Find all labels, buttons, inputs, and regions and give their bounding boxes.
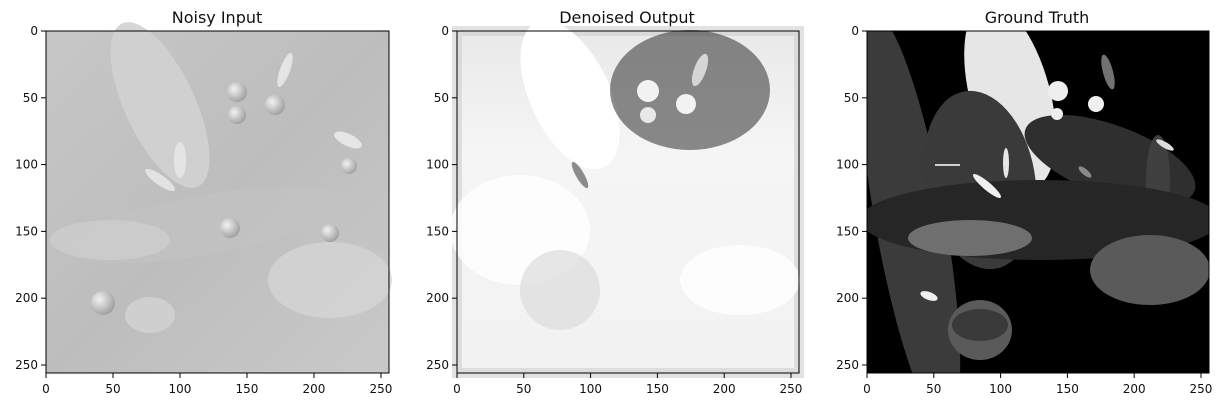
- y-tick-label: 100: [836, 158, 859, 172]
- y-tick-label: 50: [844, 91, 859, 105]
- y-tick-label: 100: [426, 158, 449, 172]
- y-tick-label: 250: [836, 358, 859, 372]
- y-tick-label: 0: [851, 24, 859, 38]
- x-tick-label: 0: [863, 382, 871, 396]
- y-tick-label: 50: [23, 91, 38, 105]
- y-tick-label: 0: [441, 24, 449, 38]
- y-tick-label: 250: [15, 358, 38, 372]
- y-tick-label: 50: [434, 91, 449, 105]
- y-tick-label: 200: [836, 291, 859, 305]
- y-tick-label: 250: [426, 358, 449, 372]
- x-tick-label: 50: [926, 382, 941, 396]
- y-axis: 0 50 100 150 200 250: [836, 24, 867, 372]
- axes-frame: [456, 30, 800, 374]
- x-tick-label: 150: [1056, 382, 1079, 396]
- x-tick-label: 200: [713, 382, 736, 396]
- y-tick-label: 150: [15, 224, 38, 238]
- x-tick-label: 100: [579, 382, 602, 396]
- panel-image: [867, 31, 1209, 373]
- panel-ground-truth: Ground Truth: [836, 8, 1212, 396]
- x-tick-label: 250: [370, 382, 393, 396]
- y-axis: 0 50 100 150 200 250: [426, 24, 457, 372]
- panel-denoised-output: Denoised Output 0 50 100 150 200 250 0 50 100 15…: [426, 8, 804, 396]
- panel-title: Noisy Input: [172, 8, 263, 27]
- axes-frame: [45, 30, 390, 374]
- panel-noisy-input: Noisy Input 0 50 100 150 200 250 0 50 100 150 200…: [15, 8, 392, 396]
- x-tick-label: 150: [646, 382, 669, 396]
- y-tick-label: 150: [836, 224, 859, 238]
- x-tick-label: 150: [236, 382, 259, 396]
- axes-frame: [866, 30, 1210, 374]
- x-tick-label: 50: [105, 382, 120, 396]
- x-tick-label: 0: [453, 382, 461, 396]
- panel-image: [450, 20, 804, 378]
- y-tick-label: 200: [426, 291, 449, 305]
- x-tick-label: 250: [1190, 382, 1213, 396]
- panel-title: Denoised Output: [559, 8, 695, 27]
- x-axis: 0 50 100 150 200 250: [453, 373, 802, 396]
- x-tick-label: 0: [42, 382, 50, 396]
- x-tick-label: 100: [989, 382, 1012, 396]
- x-tick-label: 250: [780, 382, 803, 396]
- x-tick-label: 200: [1123, 382, 1146, 396]
- x-tick-label: 50: [516, 382, 531, 396]
- x-axis: 0 50 100 150 200 250: [863, 373, 1212, 396]
- y-tick-label: 0: [30, 24, 38, 38]
- y-tick-label: 200: [15, 291, 38, 305]
- x-tick-label: 100: [169, 382, 192, 396]
- panel-title: Ground Truth: [985, 8, 1090, 27]
- panel-image: [46, 22, 392, 373]
- y-axis: 0 50 100 150 200 250: [15, 24, 46, 372]
- x-tick-label: 200: [303, 382, 326, 396]
- y-tick-label: 150: [426, 224, 449, 238]
- x-axis: 0 50 100 150 200 250: [42, 373, 392, 396]
- y-tick-label: 100: [15, 158, 38, 172]
